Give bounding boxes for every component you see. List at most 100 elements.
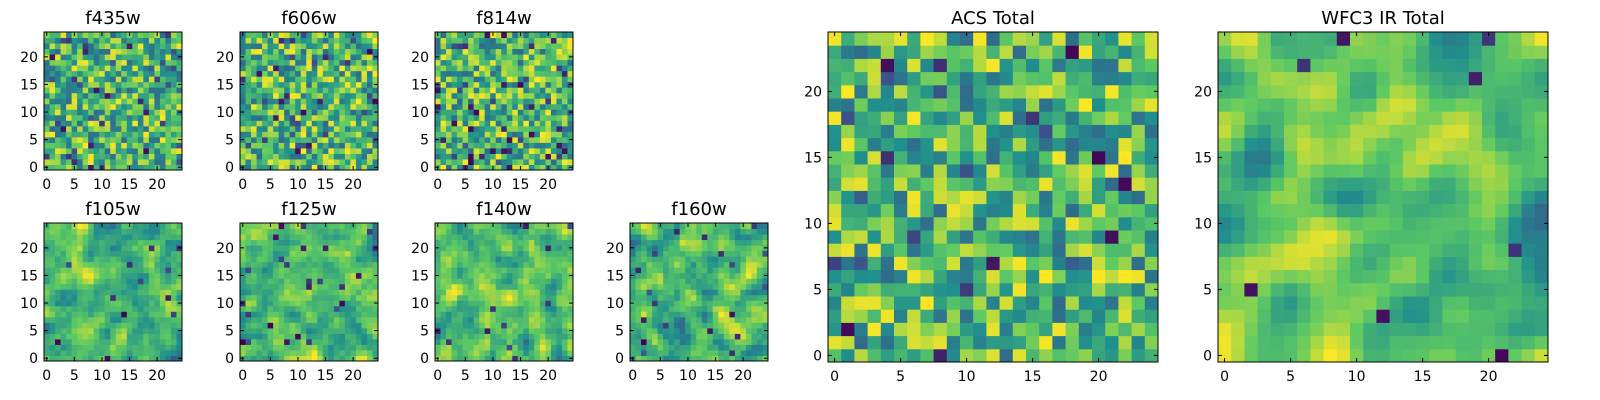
- heatmap-cell: [668, 256, 675, 263]
- heatmap-cell: [366, 131, 373, 138]
- heatmap-cell: [99, 131, 106, 138]
- heatmap-cell: [440, 327, 447, 334]
- heatmap-cell: [946, 150, 961, 165]
- heatmap-cell: [154, 136, 161, 143]
- heatmap-cell: [159, 311, 166, 318]
- heatmap-cell: [295, 158, 302, 165]
- heatmap-cell: [734, 333, 741, 340]
- heatmap-cell: [256, 81, 263, 88]
- heatmap-cell: [165, 234, 172, 241]
- heatmap-cell: [245, 65, 252, 72]
- heatmap-cell: [1131, 282, 1146, 297]
- heatmap-cell: [278, 228, 285, 235]
- heatmap-cell: [512, 234, 519, 241]
- heatmap-cell: [756, 272, 763, 279]
- heatmap-cell: [126, 136, 133, 143]
- heatmap-cell: [462, 114, 469, 121]
- heatmap-cell: [267, 333, 274, 340]
- heatmap-cell: [311, 54, 318, 61]
- heatmap-cell: [328, 344, 335, 351]
- heatmap-cell: [523, 92, 530, 99]
- heatmap-cell: [841, 150, 855, 165]
- heatmap-cell: [933, 203, 948, 218]
- heatmap-cell: [99, 109, 106, 116]
- heatmap-cell: [479, 250, 486, 257]
- heatmap-cell: [528, 76, 535, 83]
- heatmap-cell: [506, 32, 513, 39]
- heatmap-cell: [674, 267, 681, 274]
- heatmap-cell: [245, 311, 252, 318]
- heatmap-cell: [674, 300, 681, 307]
- heatmap-cell: [690, 327, 697, 334]
- heatmap-cell: [82, 87, 89, 94]
- heatmap-cell: [267, 120, 274, 127]
- heatmap-cell: [484, 256, 491, 263]
- heatmap-cell: [372, 103, 379, 110]
- heatmap-cell: [451, 70, 458, 77]
- heatmap-cell: [148, 142, 155, 149]
- heatmap-cell: [350, 294, 357, 301]
- heatmap-cell: [44, 131, 51, 138]
- heatmap-cell: [132, 305, 139, 312]
- heatmap-cell: [894, 203, 908, 218]
- heatmap-cell: [262, 283, 269, 290]
- heatmap-cell: [973, 348, 987, 363]
- heatmap-cell: [641, 267, 648, 274]
- heatmap-cell: [501, 338, 508, 345]
- heatmap-cell: [512, 267, 519, 274]
- heatmap-cell: [1039, 335, 1053, 350]
- heatmap-cell: [55, 267, 62, 274]
- heatmap-cell: [506, 267, 513, 274]
- heatmap-cell: [322, 289, 329, 296]
- heatmap-cell: [165, 103, 172, 110]
- heatmap-cell: [630, 283, 637, 290]
- heatmap-cell: [289, 76, 296, 83]
- y-tick-label: 10: [20, 105, 38, 121]
- heatmap-cell: [284, 239, 291, 246]
- heatmap-cell: [361, 338, 368, 345]
- heatmap-cell: [523, 267, 530, 274]
- heatmap-cell: [646, 228, 653, 235]
- heatmap-cell: [317, 109, 324, 116]
- heatmap-cell: [446, 344, 453, 351]
- heatmap-cell: [534, 294, 541, 301]
- heatmap-cell: [762, 278, 769, 285]
- heatmap-cell: [723, 338, 730, 345]
- heatmap-cell: [506, 322, 513, 329]
- heatmap-cell: [240, 316, 247, 323]
- heatmap-cell: [240, 333, 247, 340]
- heatmap-cell: [121, 109, 128, 116]
- heatmap-cell: [55, 234, 62, 241]
- heatmap-cell: [49, 272, 56, 279]
- heatmap-cell: [300, 327, 307, 334]
- heatmap-cell: [295, 316, 302, 323]
- heatmap-cell: [176, 349, 183, 356]
- heatmap-cell: [165, 223, 172, 230]
- heatmap-cell: [550, 316, 557, 323]
- heatmap-cell: [635, 327, 642, 334]
- heatmap-cell: [440, 294, 447, 301]
- heatmap-cell: [973, 230, 987, 244]
- heatmap-cell: [1105, 322, 1119, 337]
- heatmap-cell: [311, 81, 318, 88]
- heatmap-cell: [828, 256, 842, 271]
- heatmap-cell: [339, 327, 346, 334]
- heatmap-cell: [322, 92, 329, 99]
- heatmap-cell: [707, 327, 714, 334]
- heatmap-cell: [115, 223, 122, 230]
- heatmap-cell: [556, 316, 563, 323]
- heatmap-cell: [115, 103, 122, 110]
- heatmap-cell: [701, 223, 708, 230]
- heatmap-cell: [143, 300, 150, 307]
- heatmap-cell: [946, 322, 961, 337]
- heatmap-cell: [328, 338, 335, 345]
- heatmap-cell: [295, 239, 302, 246]
- heatmap-cell: [495, 37, 502, 44]
- heatmap-cell: [44, 142, 51, 149]
- heatmap-cell: [55, 142, 62, 149]
- heatmap-cell: [278, 32, 285, 39]
- heatmap-cell: [701, 289, 708, 296]
- heatmap-cell: [148, 256, 155, 263]
- heatmap-cell: [501, 54, 508, 61]
